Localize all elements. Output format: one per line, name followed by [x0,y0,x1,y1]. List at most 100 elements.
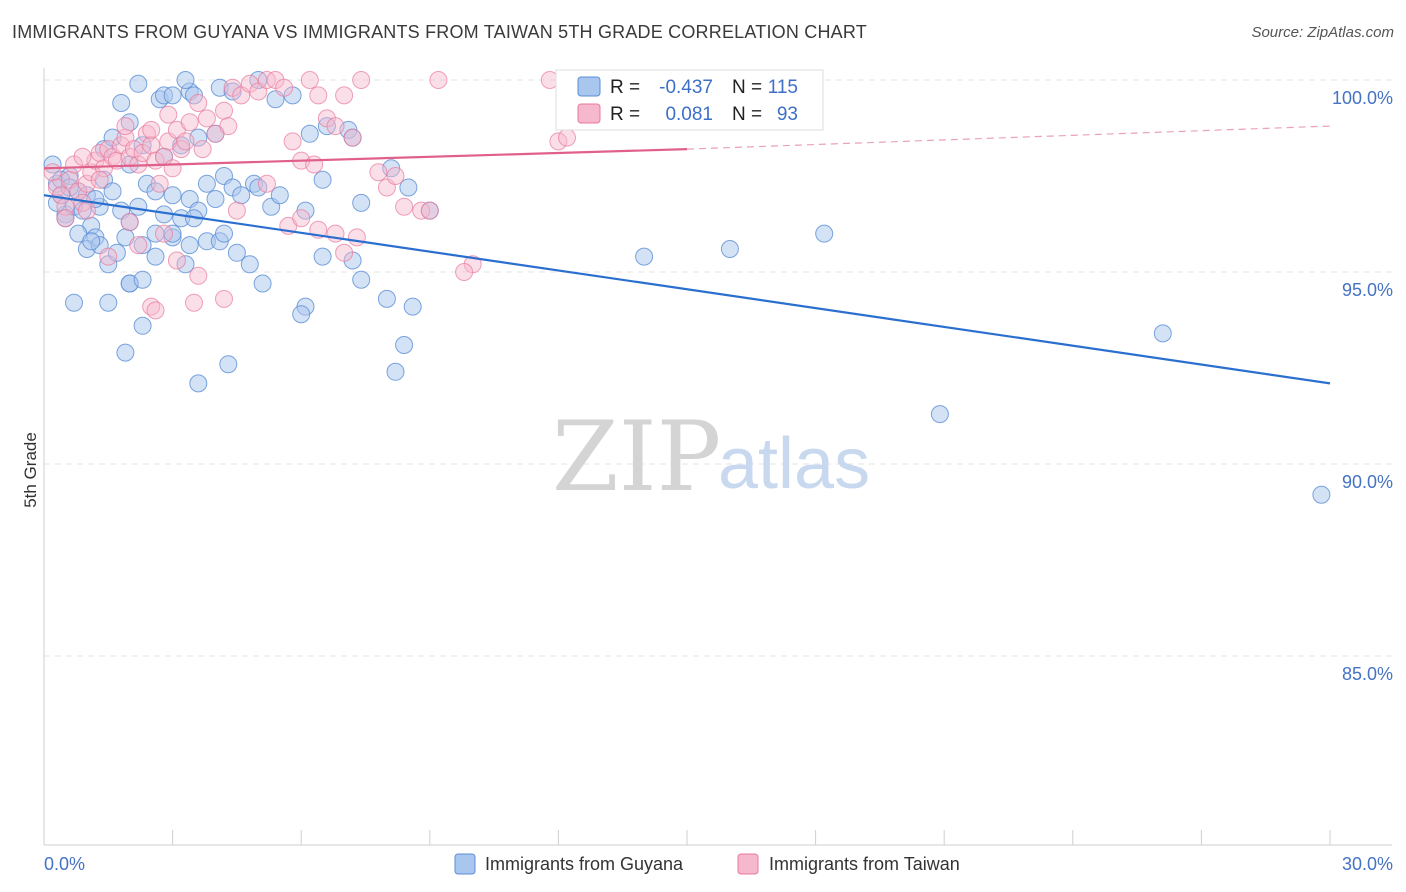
point-guyana [1312,485,1331,504]
point-guyana [65,293,83,312]
point-guyana [930,405,949,424]
point-guyana [352,270,371,289]
point-taiwan [352,71,371,89]
stats-guyana-swatch [577,76,601,97]
stats-taiwan-r-label: R = [610,104,640,125]
point-guyana [386,362,405,381]
point-taiwan [150,174,169,193]
point-taiwan [275,78,294,97]
point-taiwan [283,132,302,151]
point-guyana [253,274,272,293]
point-guyana [133,270,152,289]
point-taiwan [386,167,405,185]
point-taiwan [56,209,75,228]
point-taiwan [189,94,208,112]
point-guyana [227,243,246,262]
point-taiwan [549,132,568,151]
point-taiwan [326,117,345,136]
y-tick-label: 100.0% [1332,88,1393,108]
trend-line-taiwan [43,148,688,170]
point-taiwan [305,155,324,174]
legend-guyana-label: Immigrants from Guyana [485,854,684,874]
point-taiwan [90,170,109,189]
point-guyana [215,224,233,243]
point-guyana [146,247,165,266]
point-taiwan [227,201,246,220]
point-guyana [720,240,739,258]
point-taiwan [347,228,366,247]
y-tick-labels: 85.0% 90.0% 95.0% 100.0% [1332,88,1393,684]
point-taiwan [257,174,276,193]
y-tick-label: 85.0% [1342,664,1393,684]
point-guyana [163,186,182,205]
point-guyana [313,170,332,189]
point-taiwan [167,251,186,270]
axes [43,68,1392,846]
source-label: Source: ZipAtlas.com [1251,24,1394,41]
stats-taiwan-n-value: 93 [777,104,798,125]
point-taiwan [343,128,362,147]
point-guyana [180,236,199,255]
point-taiwan [43,163,62,182]
point-taiwan [185,293,203,312]
trend-line-guyana [43,194,1331,385]
point-guyana [403,297,422,316]
point-taiwan [52,186,71,205]
point-guyana [223,82,242,101]
point-guyana [133,236,152,255]
point-guyana [197,174,216,193]
point-taiwan [99,247,118,266]
chart-title: IMMIGRANTS FROM GUYANA VS IMMIGRANTS FRO… [12,22,867,42]
point-guyana [129,197,148,216]
point-taiwan [335,243,354,262]
point-taiwan [292,209,311,228]
legend-taiwan-swatch [737,853,759,875]
point-guyana [240,255,259,274]
point-guyana [352,193,371,212]
point-guyana [103,182,122,201]
stats-box: R = -0.437 N = 115 R = 0.081 N = 93 [555,69,824,131]
watermark-atlas: atlas [718,424,870,504]
point-guyana [1153,324,1172,343]
point-guyana [399,178,418,197]
point-taiwan [142,120,161,139]
point-taiwan [193,140,212,159]
legend-guyana-swatch [454,853,476,875]
point-guyana [292,305,311,324]
point-guyana [189,374,208,393]
point-taiwan [176,132,195,151]
y-tick-label: 95.0% [1342,280,1393,300]
stats-taiwan-n-label: N = [732,104,762,125]
point-guyana [112,94,131,112]
point-taiwan [163,159,182,178]
point-taiwan [129,236,148,255]
point-taiwan [215,101,233,120]
x-tick-label-max: 30.0% [1342,854,1393,874]
stats-taiwan-r-value: 0.081 [665,104,713,125]
x-tick-label-min: 0.0% [44,854,85,874]
y-tick-label: 90.0% [1342,472,1393,492]
point-guyana [163,86,182,105]
watermark-zip: ZIP [552,401,721,513]
point-guyana [249,178,268,197]
point-guyana [176,71,195,89]
point-guyana [206,190,225,208]
point-guyana [219,355,238,374]
point-guyana [99,293,118,312]
point-taiwan [73,147,92,166]
point-taiwan [189,266,208,285]
point-taiwan [309,86,328,105]
point-guyana [635,247,654,266]
point-guyana [133,316,152,335]
point-taiwan [558,128,576,147]
stats-guyana-r-label: R = [610,77,640,98]
point-taiwan [215,289,233,308]
point-guyana [116,343,135,362]
point-guyana [300,124,319,143]
point-taiwan [455,263,474,281]
point-taiwan [429,71,448,89]
y-axis-label: 5th Grade [21,432,40,508]
point-taiwan [369,163,388,182]
point-taiwan [335,86,354,105]
